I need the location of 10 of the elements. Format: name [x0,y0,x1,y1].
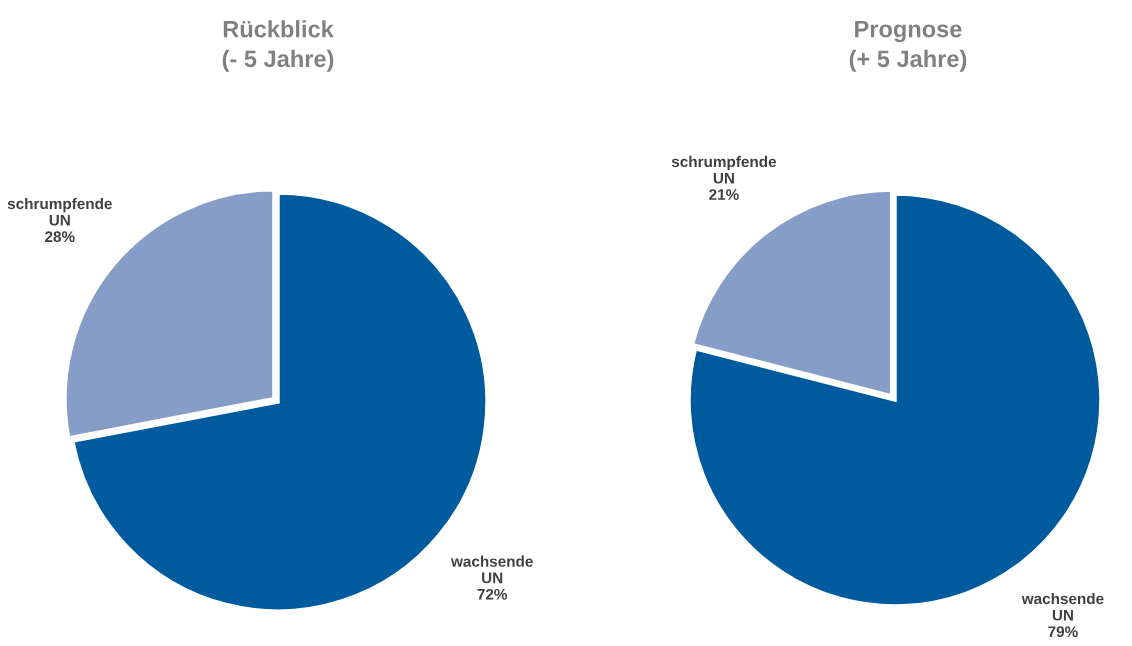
slice-label: schrumpfende UN [7,197,112,226]
chart-title: Prognose (+ 5 Jahre) [849,20,967,72]
data-label: 28% [45,231,75,243]
data-label: 72% [477,588,508,600]
slice-label: wachsende UN [1021,592,1104,621]
slice-label: wachsende UN [450,555,533,584]
data-label: 79% [1048,626,1078,638]
chart-title: Rückblick (- 5 Jahre) [222,20,334,72]
data-label: 21% [709,189,739,200]
slice-label: schrumpfende UN [671,155,777,184]
